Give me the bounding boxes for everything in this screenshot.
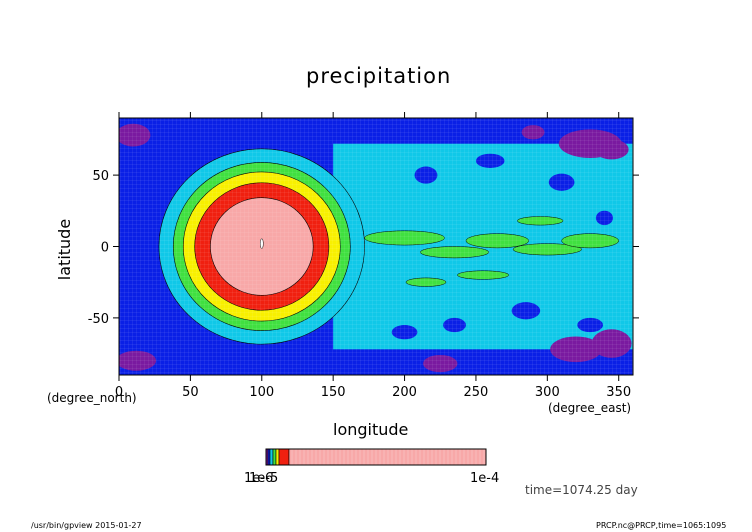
footer-right: PRCP.nc@PRCP,time=1065:1095 [596, 521, 727, 530]
x-axis-label: longitude [333, 420, 409, 439]
colorbar-segment [278, 448, 290, 466]
x-axis-unit: (degree_east) [548, 401, 632, 415]
x-tick-label: 50 [182, 385, 199, 400]
x-tick-label: 250 [464, 385, 489, 400]
x-tick-label: 350 [606, 385, 631, 400]
x-tick-label: 300 [535, 385, 560, 400]
colorbar-label-1e-5: 1e-5 [249, 471, 279, 486]
colorbar-frame [265, 448, 487, 466]
x-tick-label: 150 [321, 385, 346, 400]
y-tick-label: 50 [92, 169, 109, 184]
colorbar-segment [275, 448, 280, 466]
y-axis-unit: (degree_north) [47, 391, 137, 405]
colorbar-segment [269, 448, 274, 466]
colorbar [265, 448, 487, 466]
chart-title: precipitation [306, 64, 452, 88]
y-axis-label: latitude [55, 218, 75, 281]
colorbar-segment [272, 448, 277, 466]
time-label: time=1074.25 day [525, 483, 638, 497]
x-tick-label: 200 [392, 385, 417, 400]
colorbar-segment [288, 448, 487, 466]
colorbar-label-1e-6: 1e-6 [244, 471, 274, 486]
x-tick-label: 100 [249, 385, 274, 400]
x-tick-label: 0 [115, 385, 123, 400]
y-tick-label: -50 [88, 312, 109, 327]
y-tick-label: 0 [101, 241, 109, 256]
grid-texture [119, 118, 633, 375]
colorbar-label-1e-4: 1e-4 [470, 471, 500, 486]
footer-left: /usr/bin/gpview 2015-01-27 [31, 521, 142, 530]
